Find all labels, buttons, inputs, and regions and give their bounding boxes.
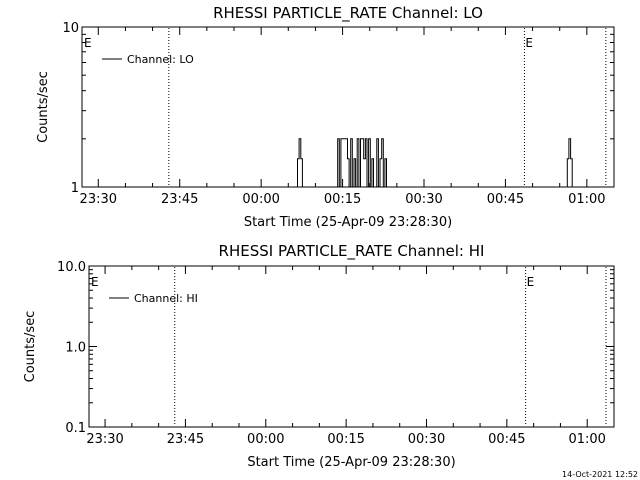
x-tick-label: 00:30 [408,432,445,447]
event-marker-label: E [525,36,533,50]
x-tick-label: 00:00 [247,432,284,447]
legend-label: Channel: HI [134,292,198,305]
x-axis-label: Start Time (25-Apr-09 23:28:30) [244,215,452,230]
y-axis-label: Counts/sec [36,71,51,143]
lo-channel-panel: RHESSI PARTICLE_RATE Channel: LO 1 10 23:30… [36,4,615,230]
x-tick-label: 00:15 [327,432,364,447]
series-line-0 [295,138,573,188]
x-tick-label: 01:00 [568,432,605,447]
plot-frame [81,26,615,188]
event-marker-label: E [84,36,92,50]
x-tick-label: 00:45 [487,192,524,207]
y-tick-label: 1 [71,181,79,196]
x-tick-label: 23:45 [167,432,204,447]
y-axis-label: Counts/sec [23,311,38,383]
x-tick-label: 00:15 [324,192,361,207]
x-tick-label: 00:00 [242,192,279,207]
chart-title: RHESSI PARTICLE_RATE Channel: LO [213,4,483,23]
plot-timestamp: 14-Oct-2021 12:52 [562,470,638,479]
legend-label: Channel: LO [127,53,194,66]
event-marker-label: E [91,275,99,289]
x-tick-label: 00:30 [405,192,442,207]
chart-title: RHESSI PARTICLE_RATE Channel: HI [219,242,485,261]
plot-frame [88,265,615,428]
y-tick-label: 1.0 [65,341,86,356]
hi-channel-panel: RHESSI PARTICLE_RATE Channel: HI 0.1 1.0 10… [23,242,615,470]
x-axis-label: Start Time (25-Apr-09 23:28:30) [247,455,455,470]
x-tick-label: 23:30 [86,432,123,447]
y-tick-label: 10.0 [57,260,86,275]
x-tick-label: 23:30 [80,192,117,207]
event-marker-label: E [527,275,535,289]
x-tick-label: 00:45 [488,432,525,447]
y-tick-label: 10 [62,21,79,36]
x-tick-label: 23:45 [161,192,198,207]
x-tick-label: 01:00 [568,192,605,207]
y-tick-label: 0.1 [65,421,86,436]
